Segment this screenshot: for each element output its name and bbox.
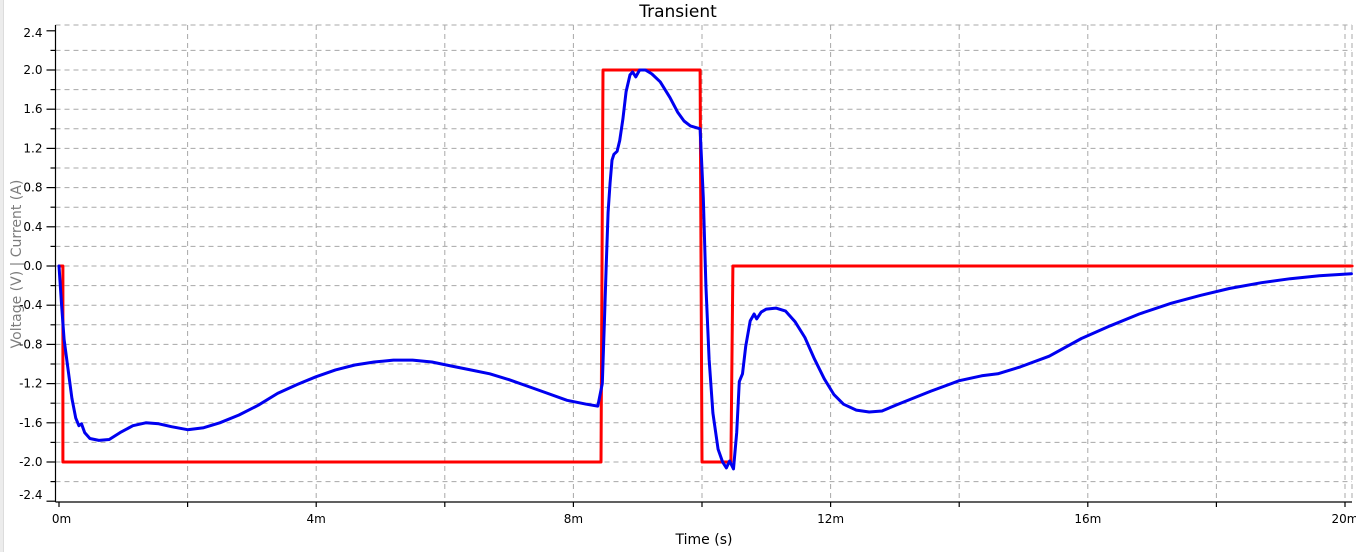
y-tick-label: -2.0: [19, 455, 42, 469]
x-tick-label: 0m: [52, 512, 71, 526]
y-tick-label: -0.8: [19, 337, 42, 351]
y-tick-label: -1.6: [19, 416, 42, 430]
y-tick-label: -2.4: [19, 488, 42, 502]
y-tick-label: 0.8: [23, 181, 42, 195]
ticks: [46, 30, 1346, 507]
y-tick-label: 1.6: [23, 102, 42, 116]
x-tick-label: 20m: [1332, 512, 1356, 526]
x-tick-label: 12m: [817, 512, 844, 526]
x-tick-label: 16m: [1074, 512, 1101, 526]
chart-title: Transient: [639, 2, 717, 22]
y-tick-label: 0.0: [23, 259, 42, 273]
x-tick-label: 8m: [564, 512, 583, 526]
y-tick-label: 2.0: [23, 63, 42, 77]
x-axis-label: Time (s): [675, 532, 733, 548]
y-tick-label: 2.4: [23, 26, 42, 40]
y-tick-label: 0.4: [23, 220, 42, 234]
trace-square-wave-source: [57, 68, 1354, 464]
y-tick-label: -1.2: [19, 377, 42, 391]
window-edge: [0, 0, 4, 552]
x-tick-label: 4m: [307, 512, 326, 526]
y-tick-label: -0.4: [19, 298, 42, 312]
tick-labels: 2.4 2.0 1.6 1.2 0.8 0.4 0.0 -0.4 -0.8 -1.2 -1.6 -2.…: [19, 26, 1356, 526]
trace-transient-response: [57, 68, 1353, 471]
y-axis-label: Voltage (V) | Current (A): [9, 179, 25, 349]
y-tick-label: 1.2: [23, 141, 42, 155]
